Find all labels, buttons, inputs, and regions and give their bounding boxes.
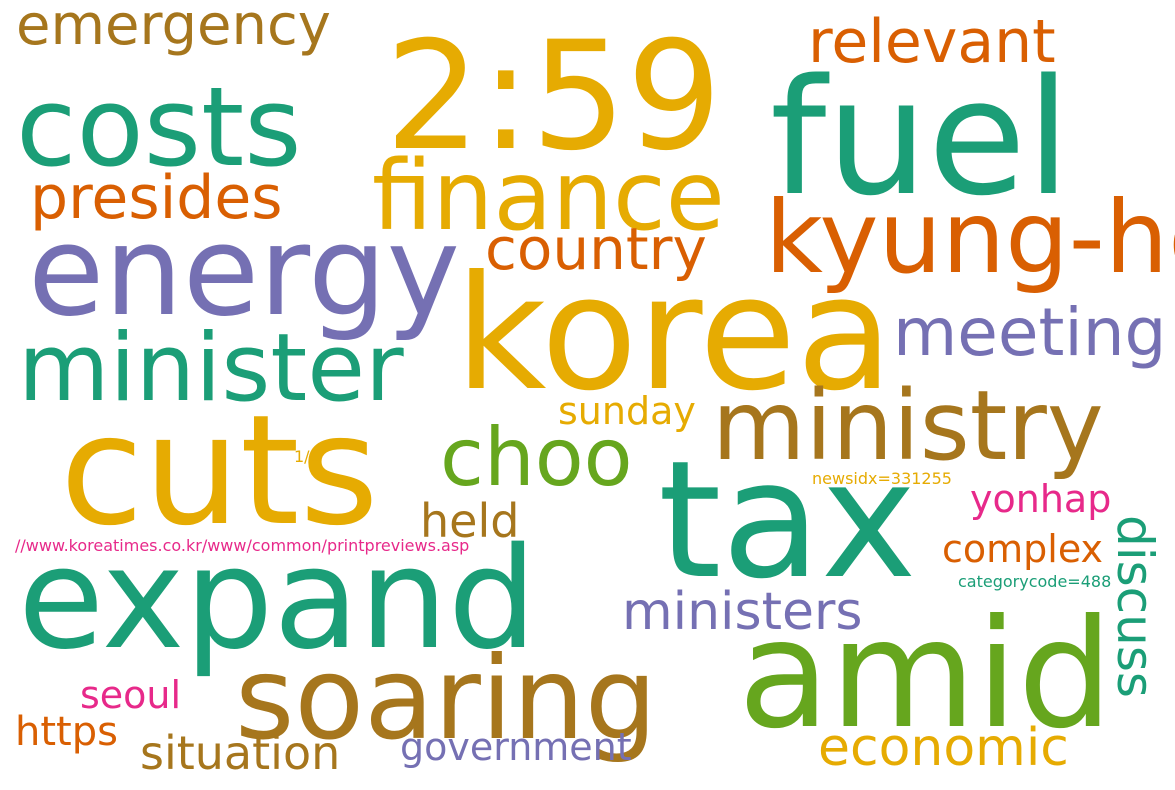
word-url: //www.koreatimes.co.kr/www/common/printp…: [15, 536, 470, 555]
word-discuss: discuss: [1106, 515, 1164, 698]
word-amid: amid: [738, 588, 1113, 762]
word-cuts: cuts: [60, 382, 379, 559]
word-relevant: relevant: [808, 7, 1056, 77]
word-meeting: meeting: [893, 294, 1167, 371]
word-country: country: [485, 215, 707, 283]
word-expand: expand: [18, 518, 537, 681]
word-newsidx: newsidx=331255: [812, 469, 952, 488]
word-fuel: fuel: [770, 44, 1071, 231]
word-held: held: [420, 494, 520, 548]
word-emergency: emergency: [16, 0, 331, 58]
word-government: government: [400, 725, 632, 769]
word-categorycode: categorycode=488: [958, 572, 1112, 591]
word-complex: complex: [942, 527, 1104, 571]
word-presides: presides: [30, 163, 283, 233]
word-ministry: ministry: [712, 370, 1104, 482]
word-kyungho: kyung-ho: [765, 179, 1175, 296]
word-korea: korea: [455, 242, 894, 426]
word-economic: economic: [818, 718, 1069, 778]
word-situation: situation: [140, 726, 341, 780]
word-energy: energy: [28, 200, 461, 344]
word-finance: finance: [372, 140, 725, 252]
word-ministers: ministers: [622, 582, 863, 642]
word-tax: tax: [658, 427, 917, 615]
word-choo: choo: [440, 411, 633, 504]
word-https: https: [15, 709, 118, 755]
word-costs: costs: [16, 63, 302, 191]
word-1-1: 1/1: [294, 447, 320, 466]
word-sunday: sunday: [558, 389, 696, 433]
word-yonhap: yonhap: [970, 477, 1112, 521]
word-soaring: soaring: [235, 632, 658, 765]
word-259: 2:59: [385, 10, 722, 184]
word-minister: minister: [18, 314, 404, 423]
word-seoul: seoul: [80, 673, 182, 717]
